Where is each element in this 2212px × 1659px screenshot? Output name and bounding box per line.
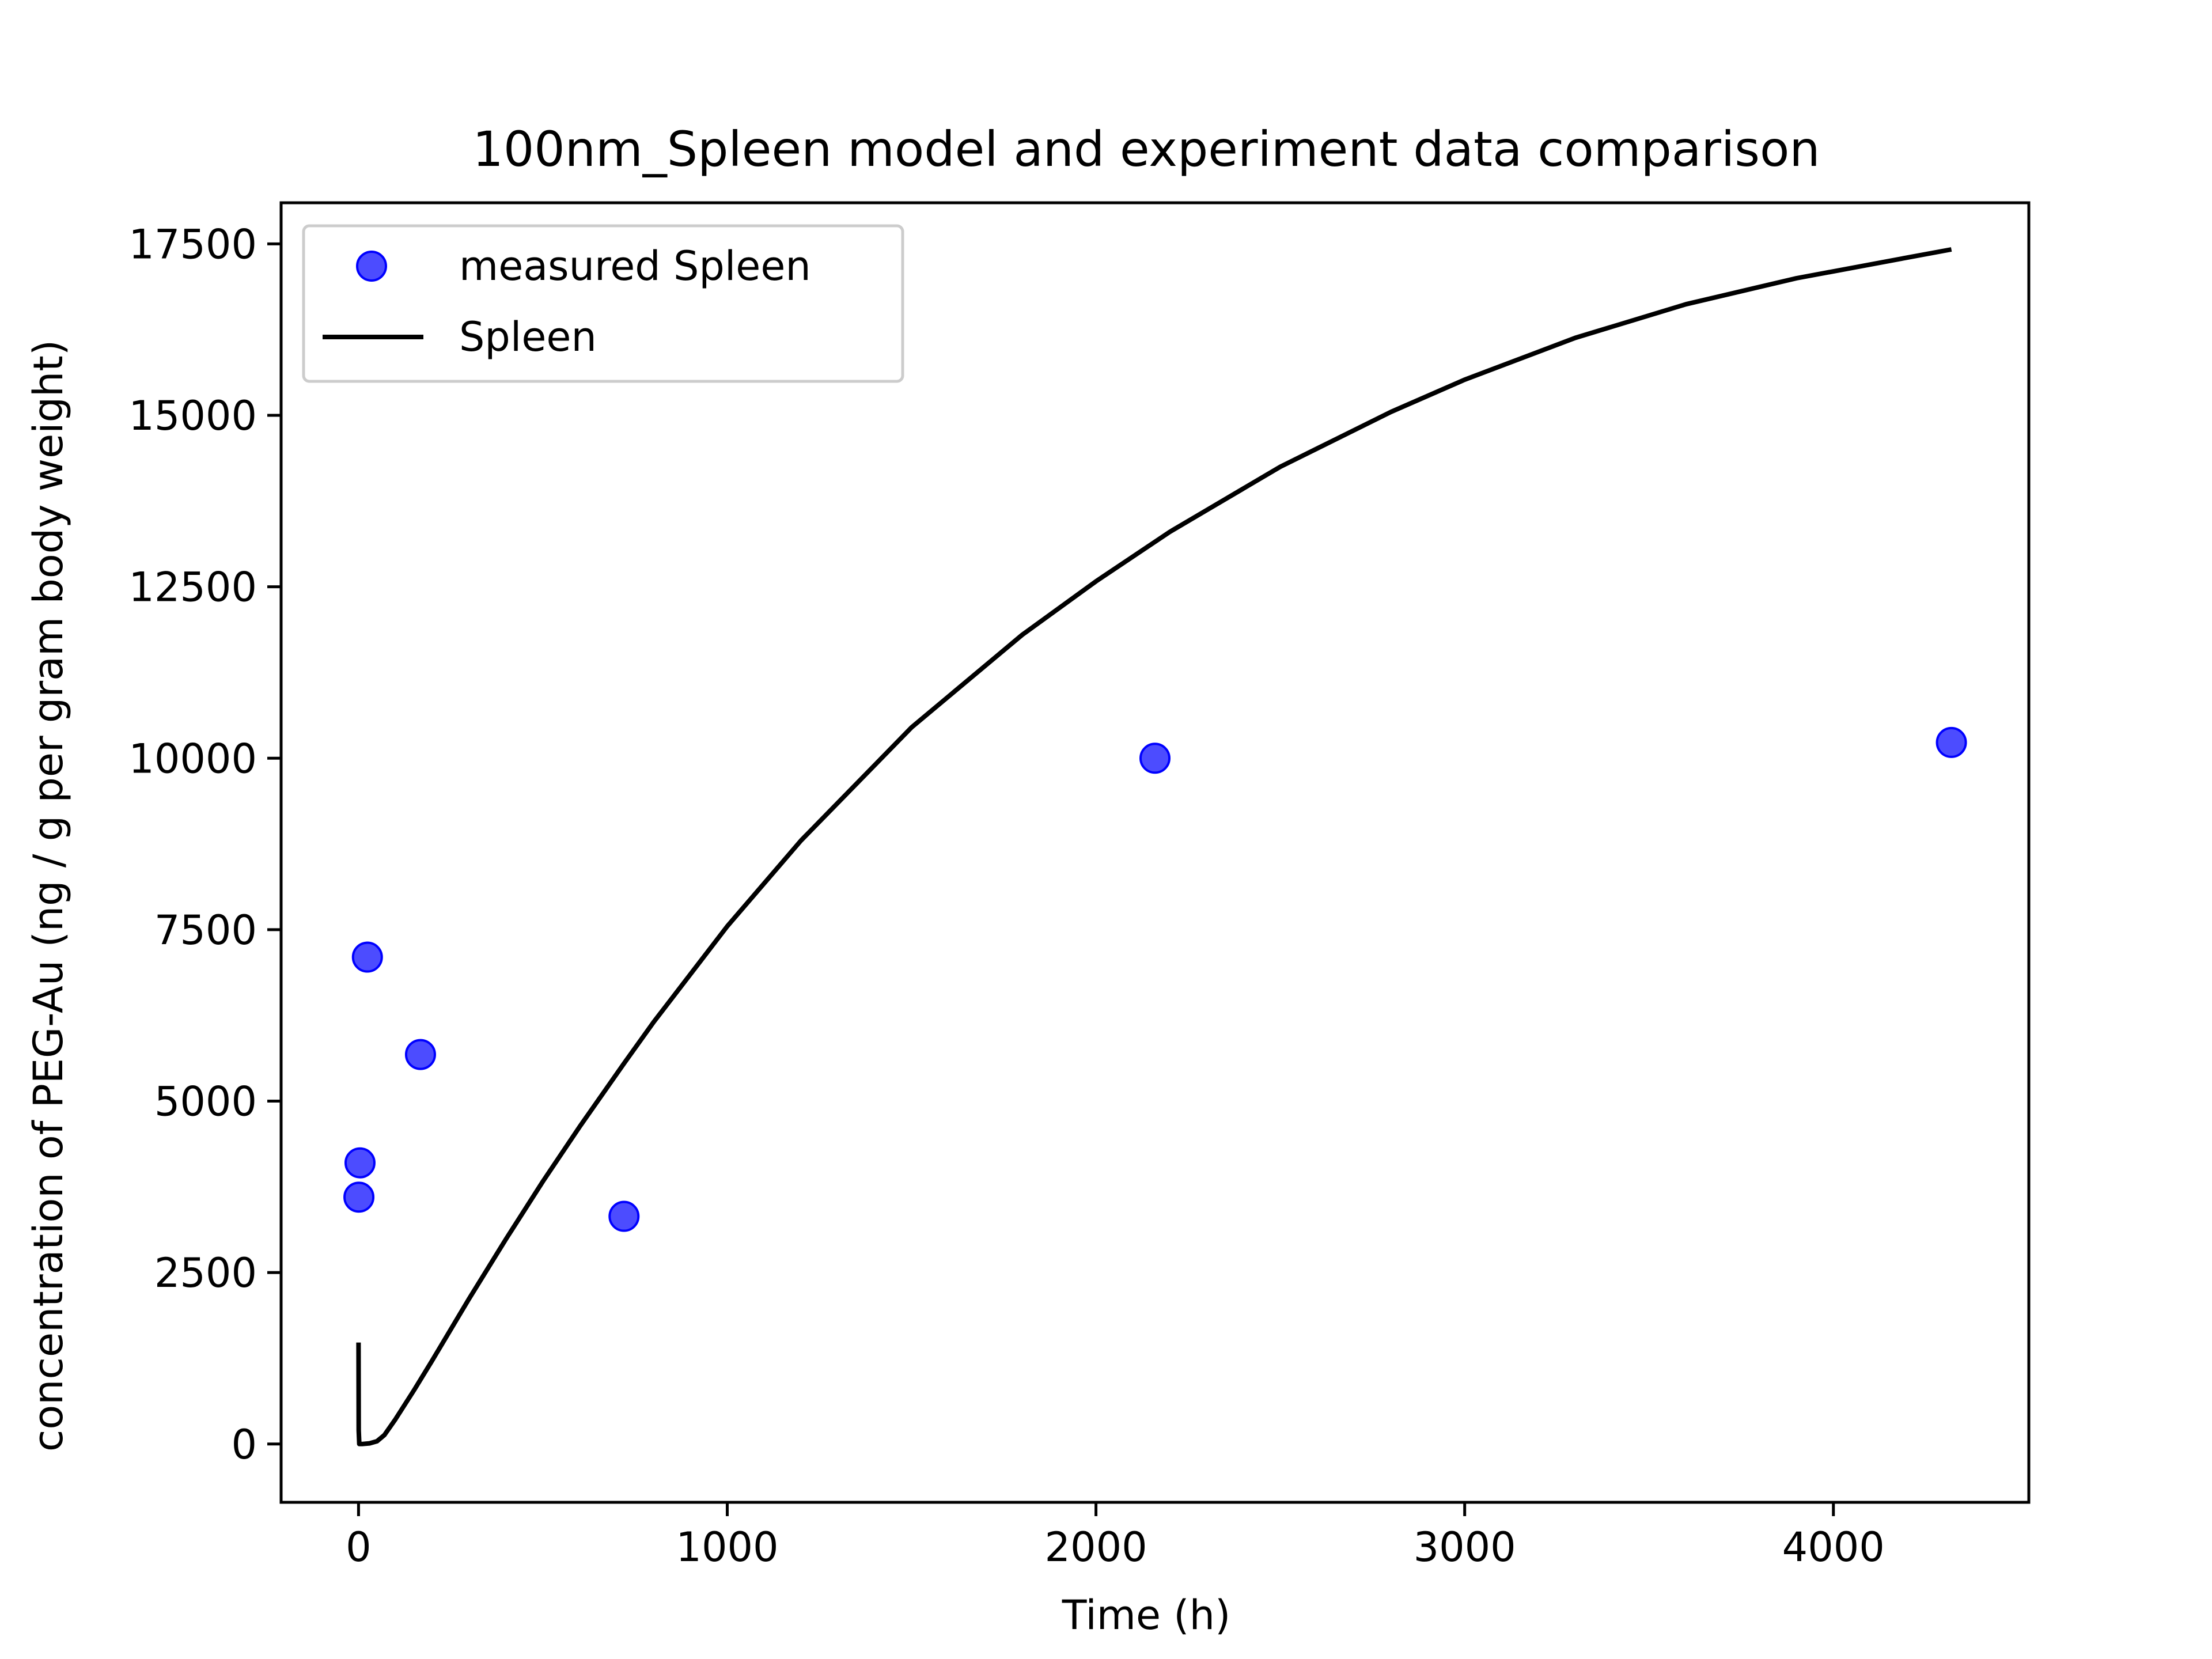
x-tick-label: 3000 bbox=[1414, 1524, 1516, 1571]
legend-label-measured: measured Spleen bbox=[459, 243, 811, 290]
data-point bbox=[404, 1039, 436, 1070]
legend-marker-measured bbox=[356, 251, 387, 282]
data-point bbox=[343, 1181, 375, 1213]
data-point bbox=[1139, 743, 1171, 774]
legend: measured Spleen Spleen bbox=[302, 224, 904, 383]
data-point bbox=[608, 1200, 640, 1232]
x-tick-label: 2000 bbox=[1045, 1524, 1147, 1571]
x-tick-label: 4000 bbox=[1782, 1524, 1885, 1571]
y-axis: 0 2500 5000 7500 10000 12500 15000 17500 bbox=[128, 221, 281, 1468]
chart-title: 100nm_Spleen model and experiment data c… bbox=[472, 121, 1820, 177]
legend-frame bbox=[302, 224, 904, 383]
data-point bbox=[344, 1147, 376, 1179]
y-tick-label: 10000 bbox=[128, 735, 257, 782]
x-tick-label: 0 bbox=[346, 1524, 372, 1571]
y-tick-label: 5000 bbox=[154, 1078, 257, 1126]
y-tick-label: 17500 bbox=[128, 221, 257, 268]
plot-frame bbox=[279, 201, 2031, 1504]
y-tick-label: 7500 bbox=[154, 907, 257, 954]
data-point bbox=[351, 941, 383, 973]
y-axis-title: concentration of PEG-Au (ng / g per gram… bbox=[25, 340, 72, 1452]
series-line-spleen bbox=[356, 247, 1952, 1446]
data-point bbox=[1936, 726, 1967, 758]
legend-label-spleen: Spleen bbox=[459, 313, 597, 361]
x-axis-title: Time (h) bbox=[1062, 1592, 1231, 1639]
y-tick-label: 12500 bbox=[128, 564, 257, 611]
x-axis: 0 1000 2000 3000 4000 bbox=[346, 1502, 1885, 1571]
y-tick-label: 0 bbox=[231, 1421, 257, 1468]
plot-area bbox=[279, 201, 2031, 1504]
x-tick-label: 1000 bbox=[676, 1524, 778, 1571]
y-tick-label: 15000 bbox=[128, 392, 257, 440]
y-tick-label: 2500 bbox=[154, 1249, 257, 1297]
